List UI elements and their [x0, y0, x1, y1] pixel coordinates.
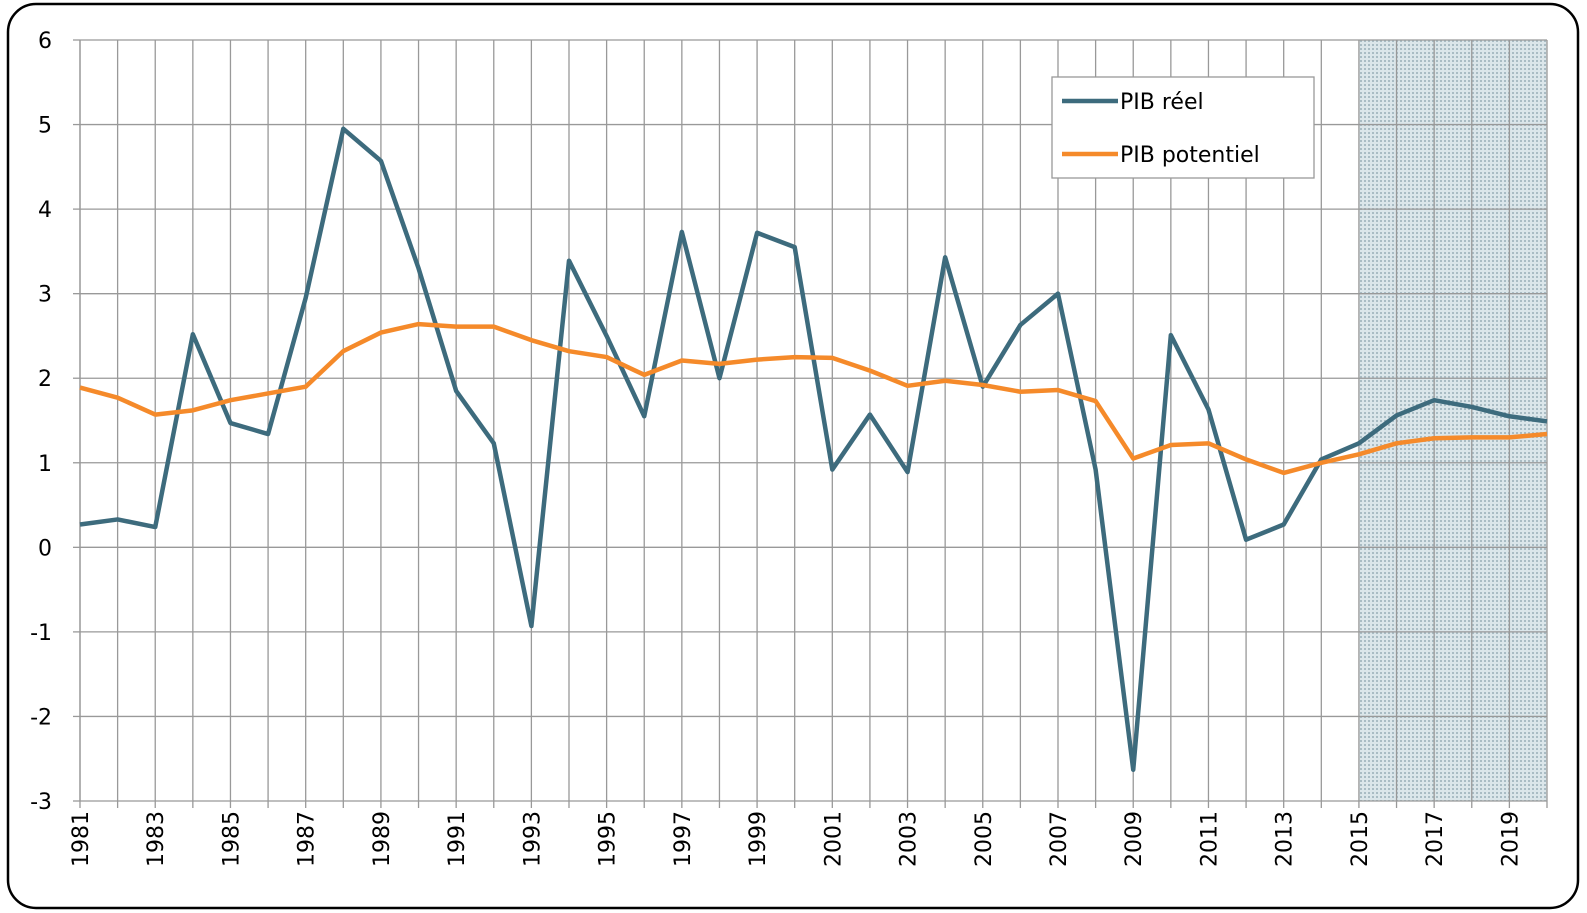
x-tick-label: 2003	[897, 811, 922, 867]
y-tick-label: 0	[38, 536, 52, 561]
y-tick-label: 6	[38, 29, 52, 54]
x-tick-label: 2019	[1498, 811, 1523, 867]
x-tick-label: 1997	[671, 811, 696, 867]
y-tick-label: 1	[38, 452, 52, 477]
x-tick-label: 1981	[69, 811, 94, 867]
x-tick-label: 2013	[1273, 811, 1298, 867]
x-tick-label: 2001	[821, 811, 846, 867]
y-tick-label: 4	[38, 198, 52, 223]
y-tick-label: -1	[30, 621, 52, 646]
x-tick-label: 2007	[1047, 811, 1072, 867]
legend-label: PIB réel	[1120, 90, 1204, 115]
series-line	[79, 321, 1548, 476]
x-tick-label: 1991	[445, 811, 470, 867]
x-tick-label: 1985	[219, 811, 244, 867]
x-tick-label: 2017	[1423, 811, 1448, 867]
y-tick-label: 2	[38, 367, 52, 392]
x-tick-label: 1995	[596, 811, 621, 867]
x-tick-label: 2009	[1122, 811, 1147, 867]
chart-border	[6, 2, 1580, 910]
y-tick-label: 5	[38, 114, 52, 139]
x-tick-label: 2005	[972, 811, 997, 867]
x-tick-label: 1993	[520, 811, 545, 867]
x-tick-label: 1999	[746, 811, 771, 867]
legend-label: PIB potentiel	[1120, 143, 1260, 168]
x-tick-label: 1989	[370, 811, 395, 867]
y-tick-label: -3	[30, 790, 52, 815]
y-tick-label: -2	[30, 705, 52, 730]
x-tick-label: 1983	[144, 811, 169, 867]
x-tick-label: 1987	[295, 811, 320, 867]
y-tick-label: 3	[38, 283, 52, 308]
x-tick-label: 2015	[1348, 811, 1373, 867]
x-tick-label: 2011	[1197, 811, 1222, 867]
legend-box	[1051, 76, 1315, 179]
